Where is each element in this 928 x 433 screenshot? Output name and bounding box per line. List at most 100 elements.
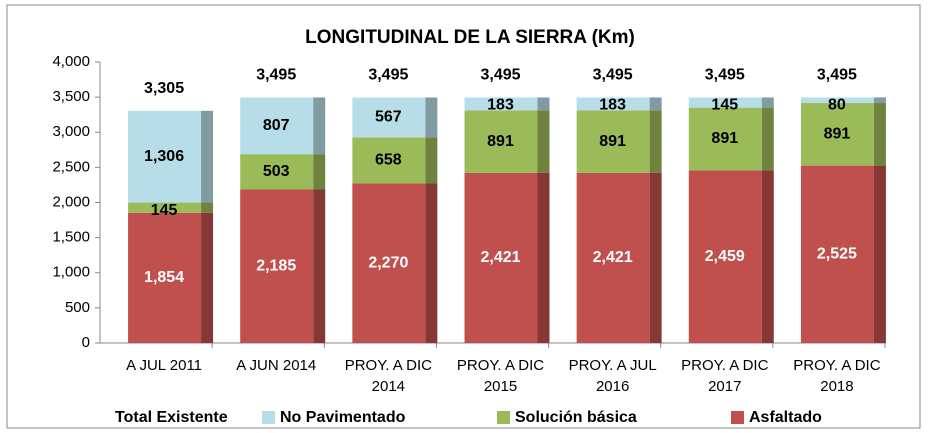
bar-side <box>201 110 214 203</box>
bar-side <box>649 110 662 173</box>
bar-side <box>201 202 214 213</box>
data-label: 503 <box>263 163 290 180</box>
data-label: 891 <box>487 133 514 150</box>
bar-side <box>201 212 214 343</box>
bar-segment <box>240 189 314 343</box>
bar-side <box>313 97 326 155</box>
bar-segment <box>800 103 874 166</box>
bar-side <box>873 103 886 166</box>
total-label: 3,305 <box>144 80 184 97</box>
bar-segment <box>688 107 762 171</box>
x-tick-label: 2016 <box>596 378 629 395</box>
data-label: 2,185 <box>256 257 296 274</box>
x-tick-label: A JUN 2014 <box>236 357 316 374</box>
bar-side <box>873 165 886 343</box>
bar-segment <box>128 202 202 213</box>
x-tick-label: 2015 <box>484 378 517 395</box>
x-tick-label: 2018 <box>820 378 853 395</box>
total-label: 3,495 <box>593 67 633 84</box>
data-label: 1,306 <box>144 148 184 165</box>
y-tick-label: 0 <box>82 334 90 351</box>
total-label: 3,495 <box>368 67 408 84</box>
data-label: 567 <box>375 109 402 126</box>
bar-side <box>425 183 438 343</box>
x-tick-label: 2014 <box>372 378 405 395</box>
bar-segment <box>240 97 314 155</box>
data-label: 658 <box>375 152 402 169</box>
data-label: 145 <box>151 202 178 219</box>
y-tick-label: 1,500 <box>52 229 90 246</box>
bar-segment <box>688 97 762 108</box>
bar-side <box>873 97 886 104</box>
y-tick-label: 2,000 <box>52 193 90 210</box>
bar-side <box>313 154 326 190</box>
data-label: 2,270 <box>368 254 408 271</box>
legend-swatch <box>262 411 275 424</box>
bar-segment <box>352 137 426 184</box>
legend-label: Solución básica <box>515 409 637 426</box>
data-label: 891 <box>711 130 738 147</box>
bar-segment <box>352 97 426 138</box>
legend-swatch <box>731 411 744 424</box>
bar-side <box>649 172 662 343</box>
bar-side <box>537 97 550 111</box>
y-tick-label: 4,000 <box>52 53 90 70</box>
x-tick-label: PROY. A JUL <box>569 357 657 374</box>
y-tick-label: 3,000 <box>52 123 90 140</box>
bar-side <box>425 137 438 184</box>
bar-segment <box>576 97 650 111</box>
bar-side <box>425 97 438 138</box>
data-label: 2,525 <box>817 246 857 263</box>
total-label: 3,495 <box>256 67 296 84</box>
legend-label: No Pavimentado <box>280 409 406 426</box>
chart-title: LONGITUDINAL DE LA SIERRA (Km) <box>305 27 635 48</box>
total-label: 3,495 <box>705 67 745 84</box>
bar-side <box>761 107 774 171</box>
total-label: 3,495 <box>480 67 520 84</box>
bar-segment <box>688 170 762 343</box>
legend-label: Asfaltado <box>749 409 822 426</box>
bar-segment <box>128 212 202 343</box>
bar-segment <box>128 110 202 203</box>
x-tick-label: PROY. A DIC <box>681 357 768 374</box>
bar-segment <box>464 172 538 343</box>
bar-segment <box>800 97 874 104</box>
data-label: 145 <box>711 97 738 114</box>
legend-swatch <box>497 411 510 424</box>
data-label: 80 <box>828 97 846 114</box>
bar-segment <box>576 110 650 173</box>
y-tick-label: 1,000 <box>52 264 90 281</box>
data-label: 1,854 <box>144 269 184 286</box>
x-tick-label: A JUL 2011 <box>126 357 202 374</box>
data-label: 2,421 <box>480 249 520 266</box>
data-label: 183 <box>487 97 514 114</box>
bar-segment <box>240 154 314 190</box>
legend-label: Total Existente <box>115 409 228 426</box>
x-tick-label: PROY. A DIC <box>345 357 432 374</box>
total-label: 3,495 <box>817 67 857 84</box>
data-label: 183 <box>599 97 626 114</box>
y-tick-label: 500 <box>65 299 90 316</box>
x-tick-label: 2017 <box>708 378 741 395</box>
bar-segment <box>352 183 426 343</box>
data-label: 891 <box>824 126 851 143</box>
bar-side <box>761 97 774 108</box>
y-tick-label: 2,500 <box>52 158 90 175</box>
y-tick-label: 3,500 <box>52 88 90 105</box>
bar-side <box>313 189 326 343</box>
data-label: 2,459 <box>705 248 745 265</box>
bar-segment <box>464 97 538 111</box>
data-label: 807 <box>263 117 290 134</box>
bar-segment <box>576 172 650 343</box>
data-label: 891 <box>599 133 626 150</box>
data-label: 2,421 <box>593 249 633 266</box>
bar-side <box>649 97 662 111</box>
x-tick-label: PROY. A DIC <box>793 357 880 374</box>
x-tick-label: PROY. A DIC <box>457 357 544 374</box>
bar-segment <box>464 110 538 173</box>
bar-segment <box>800 165 874 343</box>
bar-side <box>537 172 550 343</box>
bar-side <box>761 170 774 343</box>
bar-side <box>537 110 550 173</box>
